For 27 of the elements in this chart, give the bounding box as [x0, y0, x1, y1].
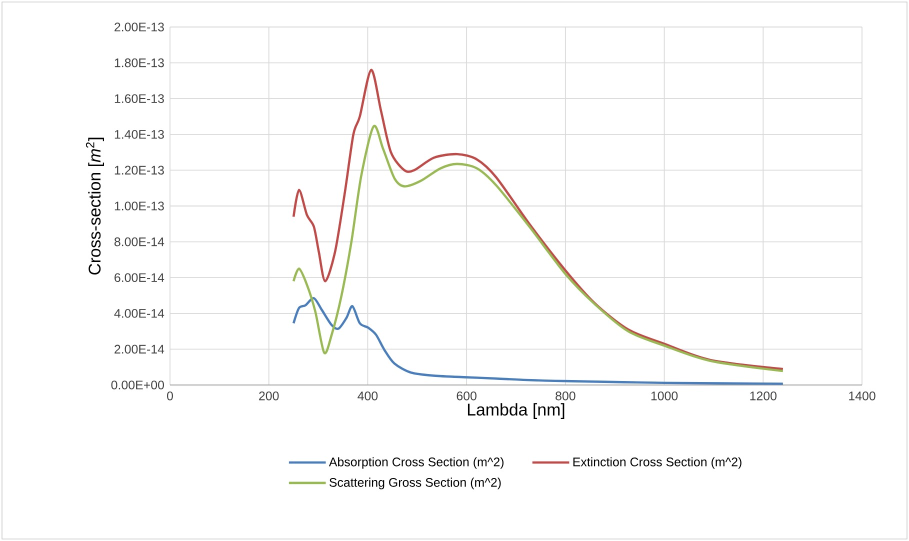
y-tick-label: 1.20E-13	[114, 166, 164, 175]
legend-label: Absorption Cross Section (m^2)	[328, 457, 504, 469]
line-series	[292, 125, 784, 372]
legend-label: Scattering Gross Section (m^2)	[329, 478, 501, 490]
x-tick-label: 1200	[750, 392, 777, 400]
x-tick-label: 800	[556, 392, 576, 400]
x-tick-label: 1400	[849, 392, 876, 400]
y-tick-label: 4.00E-14	[114, 308, 164, 318]
line-series	[292, 68, 784, 370]
line-series	[292, 297, 784, 385]
legend-label: Extinction Cross Section (m^2)	[573, 457, 742, 469]
y-tick-label: 2.00E-13	[114, 22, 164, 32]
y-tick-label: 6.00E-14	[114, 273, 164, 282]
y-tick-label: 8.00E-14	[114, 237, 164, 246]
y-tick-label: 1.80E-13	[114, 58, 164, 68]
x-tick-label: 1000	[651, 392, 678, 400]
y-tick-label: 2.00E-14	[114, 344, 164, 354]
x-tick-label: 0	[167, 392, 173, 400]
y-tick-label: 0.00E+00	[111, 380, 164, 390]
y-axis-title: Cross-section [m$^{2}$]	[86, 138, 104, 275]
y-tick-label: 1.40E-13	[114, 130, 164, 139]
x-tick-label: 200	[259, 392, 279, 400]
x-axis-title: Lambda [nm]	[468, 403, 564, 419]
y-tick-label: 1.60E-13	[114, 94, 164, 104]
x-tick-label: 600	[456, 392, 476, 400]
y-tick-label: 1.00E-13	[114, 202, 164, 210]
x-tick-label: 400	[358, 392, 378, 400]
